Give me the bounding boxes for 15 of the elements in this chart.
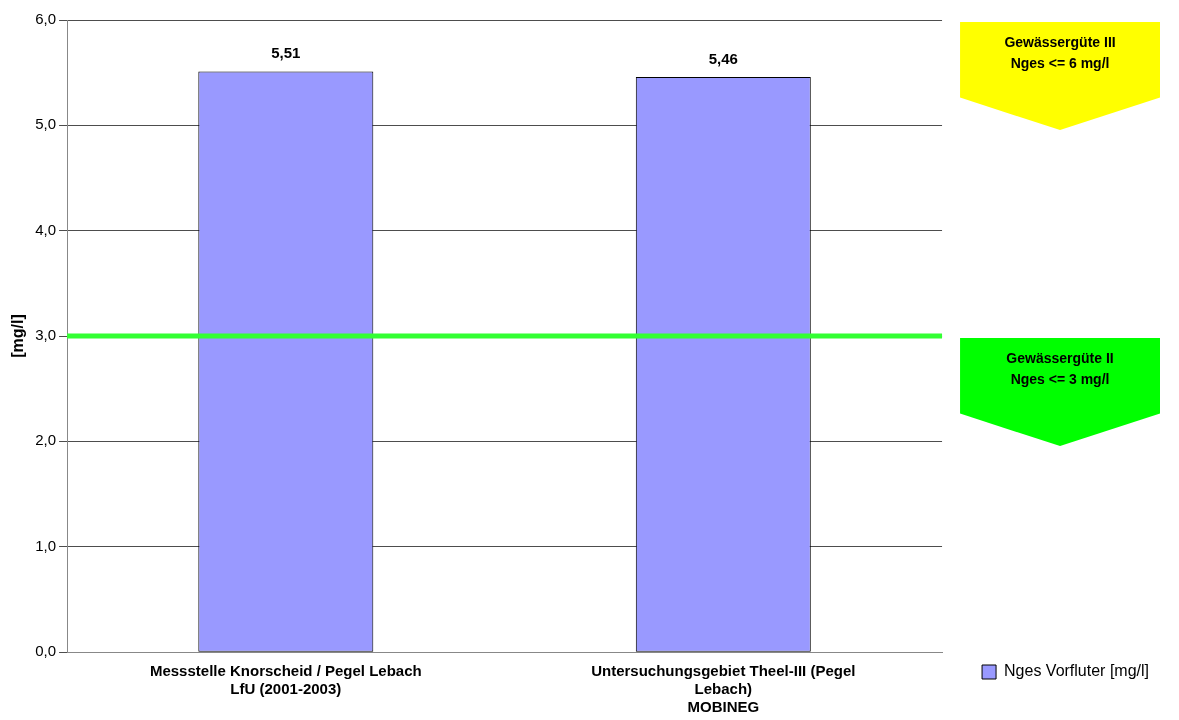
y-tick-label: 3,0 [35, 326, 57, 344]
y-tick-label: 5,0 [35, 115, 57, 133]
y-axis-title: [mg/l] [9, 314, 27, 358]
x-tick-label: Untersuchungsgebiet Theel-III (Pegel Lebach) MOBINEG [591, 662, 856, 716]
data-label: 5,51 [271, 44, 301, 62]
text: Gewässergüte II Nges <= 3 mg/l [1005, 349, 1115, 389]
text: Gewässergüte III Nges <= 6 mg/l [1003, 33, 1117, 73]
legend-label: Nges Vorfluter [mg/l] [1004, 662, 1150, 680]
x-tick-label: Messstelle Knorscheid / Pegel Lebach LfU (2001-2003) [149, 662, 422, 698]
y-tick-label: 0,0 [35, 642, 57, 660]
y-tick-label: 4,0 [35, 220, 57, 238]
y-tick-label: 1,0 [35, 536, 57, 554]
y-tick-label: 2,0 [35, 431, 57, 449]
y-tick-label: 6,0 [35, 10, 57, 28]
data-label: 5,46 [708, 49, 738, 67]
